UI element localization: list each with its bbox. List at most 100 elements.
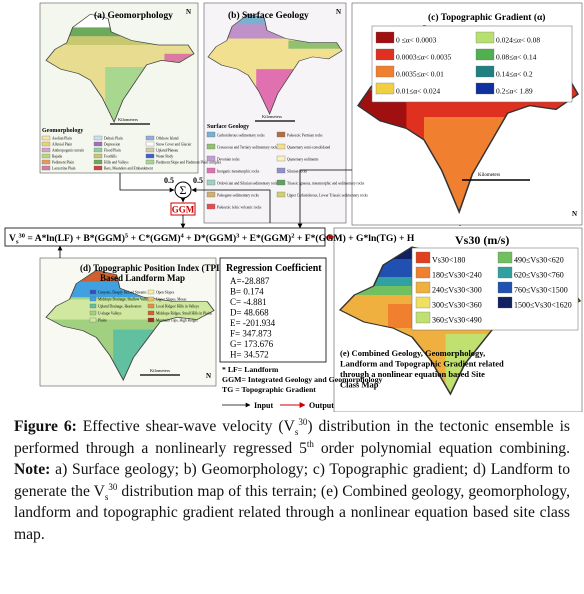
legend-swatch — [276, 179, 286, 186]
legend-label: 0.01≤α< 0.024 — [396, 87, 440, 96]
legend-swatch — [145, 159, 155, 165]
legend-title: Surface Geology — [207, 124, 249, 130]
legend-label: Local Ridges/ Hills in Valleys — [156, 305, 200, 309]
legend-swatch — [276, 143, 286, 150]
arrow — [300, 169, 461, 228]
regression-item: E= -201.934 — [230, 318, 276, 328]
north: N — [572, 210, 577, 218]
legend-label: Quaternary sediments — [287, 158, 319, 162]
legend-label: Alluvial Plain — [52, 143, 72, 147]
legend-label: Upland/Plateau — [156, 149, 178, 153]
legend-label: Upper Carboniferous, Lower Triassic sedi… — [287, 194, 368, 199]
legend-label: Paleogene sedimentary rocks — [217, 194, 260, 198]
legend-box — [371, 25, 573, 103]
arrow — [191, 187, 271, 223]
weight: 0.5 — [193, 176, 203, 185]
legend-swatch — [89, 303, 97, 309]
legend-swatch — [497, 281, 513, 294]
equation-part: 3 — [236, 233, 240, 240]
equation-part: + C*(GGM) — [128, 233, 180, 244]
legend-label: Carboniferous sedimentary rocks — [217, 134, 265, 138]
regression-item: H= 34.572 — [230, 350, 269, 360]
equation-part: 2 — [291, 233, 294, 240]
legend-swatch — [147, 296, 155, 302]
legend-swatch — [41, 153, 51, 159]
legend-swatch — [93, 159, 103, 165]
note: * LF= Landform — [222, 365, 279, 374]
regression-title: Regression Coefficient — [226, 263, 322, 274]
legend-swatch — [206, 167, 216, 174]
legend-label: 360≤Vs30<490 — [432, 316, 482, 325]
legend-swatch — [41, 147, 51, 153]
legend-swatch — [276, 131, 286, 138]
north: N — [336, 8, 341, 16]
legend-label: Piedmont Slope and Piedmont Plain comple… — [156, 161, 221, 165]
legend-title: Geomorphology — [42, 128, 83, 134]
equation-part: s — [16, 239, 19, 246]
legend-swatch — [497, 266, 513, 279]
legend-swatch — [93, 153, 103, 159]
equation-part: 4 — [181, 233, 185, 240]
legend-label: 620≤Vs30<760 — [514, 271, 564, 280]
equation-box — [4, 227, 326, 247]
legend-swatch — [206, 143, 216, 150]
legend-label: Bars, Meanders and Embankment — [104, 167, 153, 172]
panel-title: (a) Geomorphology — [94, 10, 173, 21]
equation-part: 5 — [125, 233, 129, 240]
legend-label: Paleozoic Permian rocks — [287, 134, 323, 138]
equation: Vs30 = A*ln(LF) + B*(GGM)5 + C*(GGM)4 + … — [9, 233, 415, 246]
equation-part: = A*ln(LF) + B*(GGM) — [25, 233, 125, 244]
legend-label: 0.2≤α< 1.89 — [496, 87, 533, 96]
caption-sup: 30 — [298, 416, 308, 427]
ggm-label: GGM — [172, 205, 195, 215]
equation-part: V — [9, 233, 16, 244]
legend-swatch — [145, 147, 155, 153]
caption-sub: s — [294, 427, 299, 438]
caption-note: Note: — [14, 461, 51, 479]
legend-swatch — [89, 289, 97, 295]
legend-swatch — [206, 179, 216, 186]
caption: Figure 6: Effective shear-wave velocity … — [14, 416, 570, 546]
regression-item: B= 0.174 — [230, 287, 264, 297]
north: N — [186, 8, 191, 16]
legend-label: Deltaic Plain — [104, 137, 123, 141]
legend-swatch — [415, 281, 431, 294]
scale-label: Kilometers — [150, 368, 170, 373]
legend-label: Offshore Island — [156, 137, 179, 141]
equation-part: + F*(GGM) + G*ln(TG) + H — [294, 233, 414, 244]
caption-sup: 30 — [108, 481, 118, 492]
legend-swatch — [276, 191, 286, 198]
legend-label: Inorganic metamorphic rocks — [217, 170, 260, 174]
legend-label: 0.0003≤α< 0.0035 — [396, 53, 452, 62]
legend-swatch — [147, 317, 155, 323]
equation-part: 30 — [18, 233, 25, 240]
figure: (a) Geomorphology (b) Surface Geology (c… — [4, 2, 583, 412]
legend-label: Quaternary semi-consolidated — [287, 146, 330, 150]
legend-label: Mountain Tops, High Ridges — [156, 319, 198, 324]
legend-label: Hills and Valleys — [104, 161, 129, 165]
legend-swatch — [475, 65, 495, 78]
legend-swatch — [206, 155, 216, 162]
legend-label: Open Slopes — [156, 291, 175, 295]
legend-swatch — [375, 65, 395, 78]
legend-label: Foothills — [104, 155, 117, 159]
legend-swatch — [147, 303, 155, 309]
legend-label: Flood Plain — [104, 149, 121, 153]
scale-label: Kilometers — [118, 117, 138, 122]
legend-swatch — [93, 147, 103, 153]
caption-text: a) Surface geology; b) Geomorphology; c)… — [14, 461, 570, 500]
legend-label: Water Body — [156, 155, 173, 159]
regression-item: C= -4.881 — [230, 297, 267, 307]
legend-swatch — [375, 48, 395, 61]
legend-swatch — [93, 135, 103, 141]
legend-label: U-shape Valleys — [98, 312, 122, 316]
legend-swatch — [145, 141, 155, 147]
legend-label: Snow Cover and Glacier — [156, 143, 192, 147]
legend-label: Upland Drainage, Headwaters — [98, 305, 142, 310]
panel-title: (c) Topographic Gradient (α) — [428, 12, 545, 23]
caption-sup: th — [306, 438, 314, 449]
legend-label: Depression — [104, 143, 120, 147]
equation-part: + D*(GGM) — [184, 233, 236, 244]
legend-swatch — [497, 251, 513, 264]
caption-label: Figure 6: — [14, 418, 77, 435]
